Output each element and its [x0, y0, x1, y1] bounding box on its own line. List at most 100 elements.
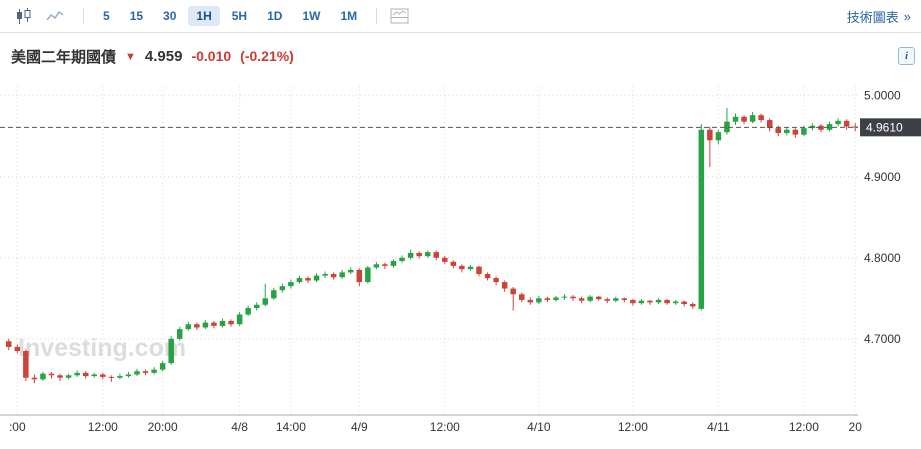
chart-area[interactable]: Investing.com 5.0000 4.9000 4.8000 4.7000 4.9… — [0, 78, 921, 449]
candle-body — [510, 288, 516, 295]
watermark-logo: Investing.com — [18, 334, 186, 362]
technical-chart-link[interactable]: 技術圖表 » — [847, 7, 911, 26]
x-axis-label: 14:00 — [276, 420, 306, 434]
instrument-name: 美國二年期國債 — [11, 48, 117, 66]
y-axis-label: 5.0000 — [864, 89, 901, 103]
x-axis-label: 4/11 — [707, 420, 730, 434]
candle-body — [766, 120, 773, 129]
candle-body — [442, 257, 448, 262]
candle-body — [262, 298, 268, 305]
candle-body — [690, 303, 696, 307]
chart-panel-button[interactable] — [386, 4, 412, 28]
candle-body — [177, 329, 183, 339]
candle-body — [741, 116, 747, 122]
candle-body — [142, 371, 149, 373]
candle-body — [330, 274, 337, 278]
candle-body — [228, 321, 234, 325]
x-axis-label: 12:00 — [618, 420, 648, 434]
toolbar-separator — [83, 8, 84, 24]
price-down-arrow-icon: ▼ — [125, 50, 136, 63]
y-axis-label: 4.8000 — [864, 251, 901, 265]
candle-body — [459, 265, 465, 270]
y-axis: 5.0000 4.9000 4.8000 4.7000 — [864, 89, 901, 346]
interval-1d[interactable]: 1D — [267, 9, 283, 23]
candle-body — [501, 282, 508, 289]
candle-body — [382, 264, 388, 266]
candle-body — [407, 252, 414, 258]
candle-body — [553, 297, 559, 300]
candle-body — [108, 376, 115, 378]
interval-15[interactable]: 15 — [129, 9, 144, 23]
candle-body — [536, 298, 542, 303]
candle-body — [373, 264, 380, 268]
candle-body — [100, 374, 106, 377]
last-price: 4.959 — [144, 47, 183, 65]
candle-body — [707, 129, 713, 141]
candle-body — [826, 124, 833, 130]
candle-body — [424, 252, 431, 257]
candle-body — [672, 301, 679, 304]
x-axis-label: 4/9 — [351, 420, 368, 434]
interval-1w[interactable]: 1W — [302, 9, 321, 23]
candle-body — [715, 132, 722, 141]
toolbar-separator — [376, 8, 378, 24]
double-angle-right-icon: » — [903, 8, 911, 24]
candle-body — [801, 128, 807, 135]
info-button[interactable]: i — [898, 47, 915, 65]
candle-body — [253, 304, 260, 309]
candle-body — [296, 278, 303, 283]
candle-body — [416, 252, 422, 257]
candle-body — [134, 371, 140, 375]
candle-body — [40, 373, 46, 380]
line-chart-type-button[interactable] — [42, 4, 68, 28]
chart-panel-icon — [390, 8, 409, 24]
candle-body — [339, 272, 345, 278]
x-axis-label: 12:00 — [789, 420, 819, 434]
interval-5[interactable]: 5 — [103, 9, 110, 23]
quote-header: 美國二年期國債 ▼ 4.959 -0.010 (-0.21%) i — [11, 44, 915, 68]
candlestick-series — [6, 107, 858, 384]
price-tag-value: 4.9610 — [866, 120, 903, 134]
candle-body — [322, 274, 328, 276]
interval-1m[interactable]: 1M — [340, 9, 358, 23]
candle-body — [211, 322, 217, 326]
candle-body — [698, 129, 705, 309]
candle-body — [14, 346, 21, 351]
candle-body — [544, 298, 551, 300]
candle-body — [91, 374, 97, 377]
candle-body — [732, 116, 739, 122]
candle-body — [630, 299, 636, 304]
candlestick-chart-type-button[interactable] — [10, 4, 36, 28]
candle-body — [724, 121, 730, 133]
price-change-percent: (-0.21%) — [240, 48, 294, 64]
candle-body — [561, 296, 568, 298]
x-axis-label: 12:00 — [430, 420, 460, 434]
x-axis-label: 20 — [849, 420, 863, 434]
candle-body — [271, 290, 277, 299]
candle-body — [647, 300, 653, 303]
candle-body — [365, 267, 371, 283]
candle-body — [399, 257, 405, 262]
candle-body — [595, 296, 602, 300]
candle-body — [390, 261, 397, 266]
candle-body — [245, 308, 251, 315]
candle-body — [613, 298, 619, 301]
x-axis-labels: :00 12:00 20:00 4/8 14:00 4/9 12:00 4/10 12:00 4/… — [9, 420, 862, 434]
candle-body — [74, 372, 80, 376]
candle-body — [664, 299, 670, 304]
candle-body — [6, 341, 12, 347]
candle-body — [621, 298, 628, 300]
interval-30[interactable]: 30 — [163, 9, 177, 23]
chart-gridlines — [0, 86, 858, 415]
candle-body — [570, 296, 576, 299]
interval-1h[interactable]: 1H — [188, 6, 220, 26]
interval-5h[interactable]: 5H — [231, 9, 248, 23]
candle-body — [843, 120, 850, 127]
price-tag-background — [860, 118, 921, 137]
candle-body — [168, 338, 174, 364]
candlestick-chart-icon — [16, 7, 30, 24]
candle-body — [348, 269, 354, 273]
price-chart[interactable]: Investing.com 5.0000 4.9000 4.8000 4.7000 4.9… — [0, 78, 921, 449]
candle-body — [279, 286, 286, 291]
